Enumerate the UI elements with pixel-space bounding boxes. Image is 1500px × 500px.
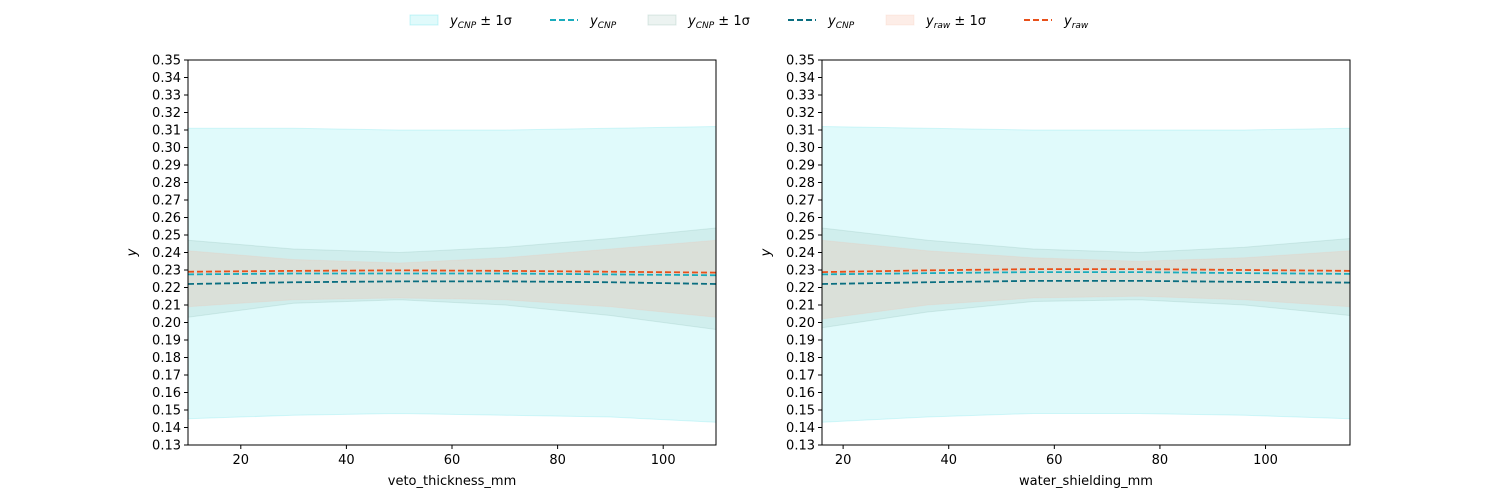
legend: yCNP ± 1σ yCNP yCNP ± 1σ yCNP yraw ± 1σ yraw [409,14,1089,31]
y-tick-label: 0.22 [152,281,181,296]
y-tick-label: 0.14 [152,421,181,436]
y-tick-label: 0.20 [786,316,815,331]
x-tick-label: 60 [444,453,461,468]
x-tick-label: 80 [1152,453,1169,468]
x-tick-label: 20 [835,453,852,468]
legend-entry: yCNP ± 1σ [647,14,750,31]
legend-label: yraw ± 1σ [925,14,986,31]
series-line [188,269,716,274]
y-tick-label: 0.33 [152,89,181,104]
y-tick-label: 0.14 [786,421,815,436]
y-tick-label: 0.24 [152,246,181,261]
x-tick-label: 80 [549,453,566,468]
series-line [188,272,716,277]
legend-entry: yCNP ± 1σ [409,14,512,31]
y-tick-label: 0.26 [152,211,181,226]
y-tick-label: 0.16 [152,386,181,401]
y-tick-label: 0.13 [786,439,815,454]
x-tick-label: 100 [1253,453,1278,468]
y-tick-label: 0.27 [152,194,181,209]
y-tick-label: 0.25 [786,229,815,244]
x-tick-label: 40 [940,453,957,468]
y-tick-label: 0.18 [152,351,181,366]
y-tick-label: 0.30 [152,141,181,156]
y-tick-label: 0.28 [152,176,181,191]
y-axis-label: y [759,248,774,257]
confidence-band [822,125,1350,423]
confidence-band [822,239,1350,320]
x-tick-label: 40 [338,453,355,468]
left-panel: 0.13 0.14 0.15 0.16 0.17 0.18 0.19 0.20 0.21 0.22… [125,54,717,489]
y-tick-label: 0.30 [786,141,815,156]
confidence-band [188,239,716,318]
legend-entry: yraw ± 1σ [885,14,986,31]
series-line [822,271,1350,276]
y-tick-label: 0.31 [786,124,815,139]
x-tick-label: 60 [1046,453,1063,468]
confidence-band [822,227,1350,329]
legend-entry: yCNP [550,14,617,31]
y-tick-label: 0.19 [152,334,181,349]
y-tick-label: 0.24 [786,246,815,261]
y-tick-label: 0.26 [786,211,815,226]
y-tick-label: 0.15 [786,404,815,419]
y-tick-label: 0.31 [152,124,181,139]
series-line [188,280,716,285]
y-tick-label: 0.29 [152,159,181,174]
y-tick-label: 0.17 [786,369,815,384]
y-tick-label: 0.21 [786,299,815,314]
x-axis-label: water_shielding_mm [1019,474,1153,489]
y-tick-label: 0.28 [786,176,815,191]
y-tick-label: 0.15 [152,404,181,419]
series-line [822,268,1350,273]
legend-label: yCNP [589,14,617,31]
y-axis-label: y [125,248,140,257]
y-tick-label: 0.18 [786,351,815,366]
y-tick-label: 0.32 [786,106,815,121]
y-tick-label: 0.17 [152,369,181,384]
x-tick-label: 20 [233,453,250,468]
legend-label: yCNP [827,14,855,31]
y-tick-label: 0.27 [786,194,815,209]
y-tick-label: 0.21 [152,299,181,314]
confidence-band [188,227,716,331]
y-tick-label: 0.13 [152,439,181,454]
y-tick-label: 0.23 [152,264,181,279]
y-tick-label: 0.34 [152,71,181,86]
y-tick-label: 0.16 [786,386,815,401]
legend-entry: yCNP [788,14,855,31]
y-tick-label: 0.20 [152,316,181,331]
legend-band-swatch [409,14,439,26]
plot-area [822,125,1350,423]
x-tick-label: 100 [651,453,676,468]
y-tick-label: 0.29 [786,159,815,174]
y-tick-label: 0.25 [152,229,181,244]
y-tick-label: 0.33 [786,89,815,104]
y-tick-label: 0.22 [786,281,815,296]
right-panel: 0.13 0.14 0.15 0.16 0.17 0.18 0.19 0.20 0.21 0.22… [759,54,1351,489]
y-tick-label: 0.32 [152,106,181,121]
y-tick-label: 0.35 [152,54,181,69]
legend-label: yCNP ± 1σ [449,14,512,31]
y-tick-label: 0.35 [786,54,815,69]
legend-label: yraw [1063,14,1089,31]
y-tick-label: 0.34 [786,71,815,86]
legend-band-swatch [885,14,915,26]
legend-band-swatch [647,14,677,26]
y-tick-label: 0.19 [786,334,815,349]
series-line [822,279,1350,285]
y-tick-label: 0.23 [786,264,815,279]
plot-area [188,125,716,423]
x-axis-label: veto_thickness_mm [388,474,516,489]
legend-label: yCNP ± 1σ [687,14,750,31]
legend-entry: yraw [1024,14,1089,31]
